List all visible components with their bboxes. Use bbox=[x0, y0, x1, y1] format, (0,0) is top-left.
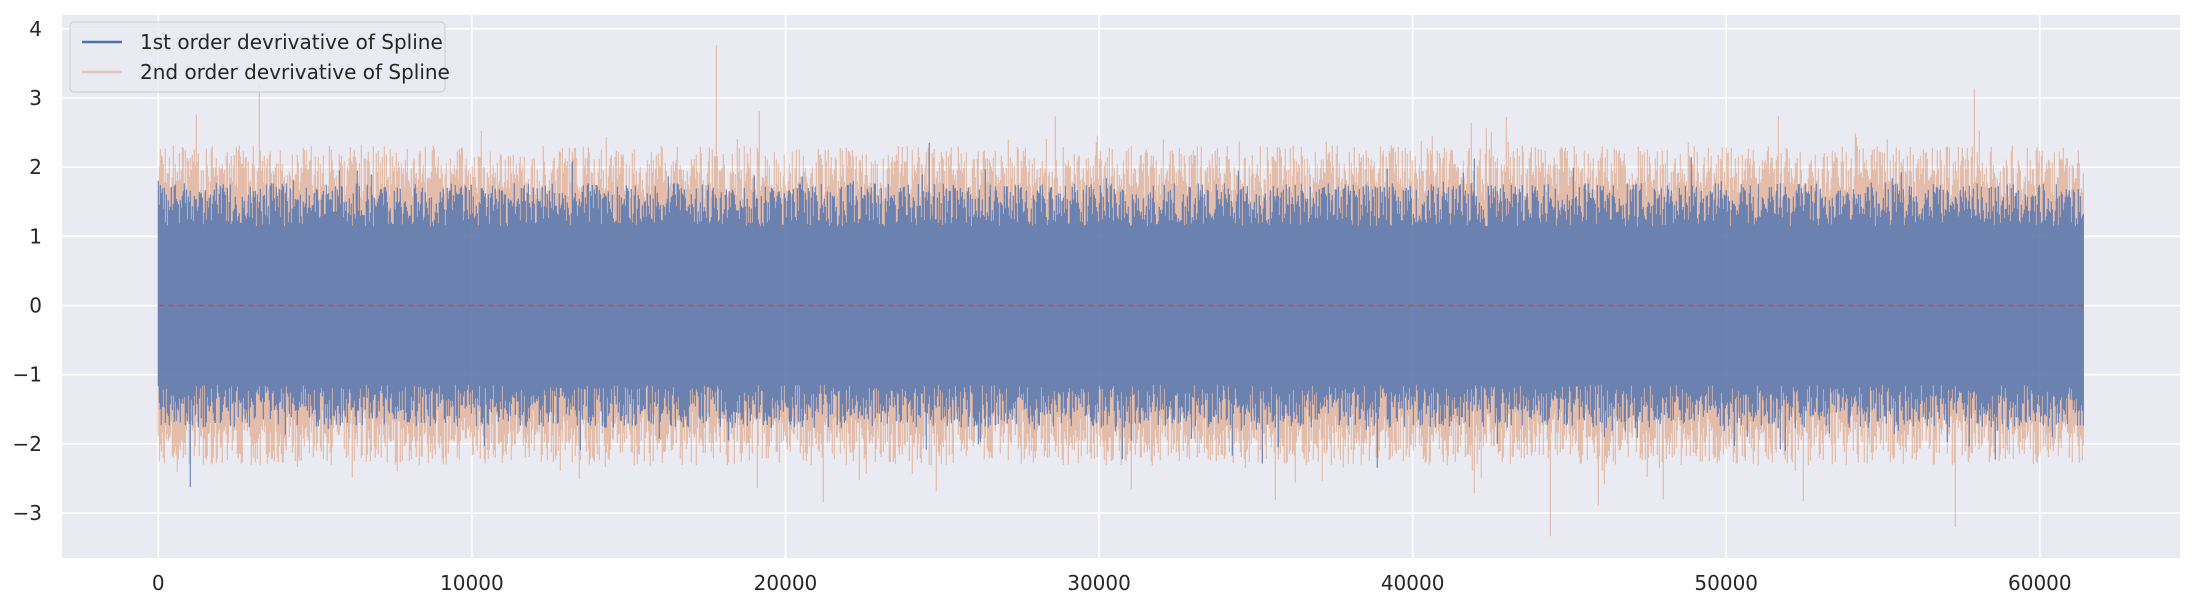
legend-label-series-2: 2nd order devrivative of Spline bbox=[140, 60, 450, 84]
x-tick-label: 60000 bbox=[2008, 571, 2072, 595]
x-tick-label: 20000 bbox=[754, 571, 818, 595]
y-tick-label: 3 bbox=[29, 86, 42, 110]
x-tick-label: 30000 bbox=[1067, 571, 1131, 595]
y-tick-label: −2 bbox=[13, 432, 42, 456]
y-tick-label: 1 bbox=[29, 224, 42, 248]
series-layer bbox=[157, 45, 2084, 537]
series-1st-derivative-line bbox=[157, 142, 2084, 488]
legend: 1st order devrivative of Spline 2nd orde… bbox=[69, 21, 450, 93]
legend-box bbox=[69, 21, 446, 93]
y-tick-label: 2 bbox=[29, 155, 42, 179]
y-tick-label: 0 bbox=[29, 294, 42, 318]
y-tick-label: 4 bbox=[29, 17, 42, 41]
x-tick-label: 0 bbox=[152, 571, 165, 595]
x-tick-label: 40000 bbox=[1381, 571, 1445, 595]
y-tick-label: −3 bbox=[13, 501, 42, 525]
x-tick-label: 10000 bbox=[440, 571, 504, 595]
legend-label-series-1: 1st order devrivative of Spline bbox=[140, 30, 443, 54]
x-tick-label: 50000 bbox=[1694, 571, 1758, 595]
tick-labels: 0 10000 20000 30000 40000 50000 60000 −3 −2 −1 0 1 2… bbox=[13, 17, 2072, 595]
y-tick-label: −1 bbox=[13, 363, 42, 387]
